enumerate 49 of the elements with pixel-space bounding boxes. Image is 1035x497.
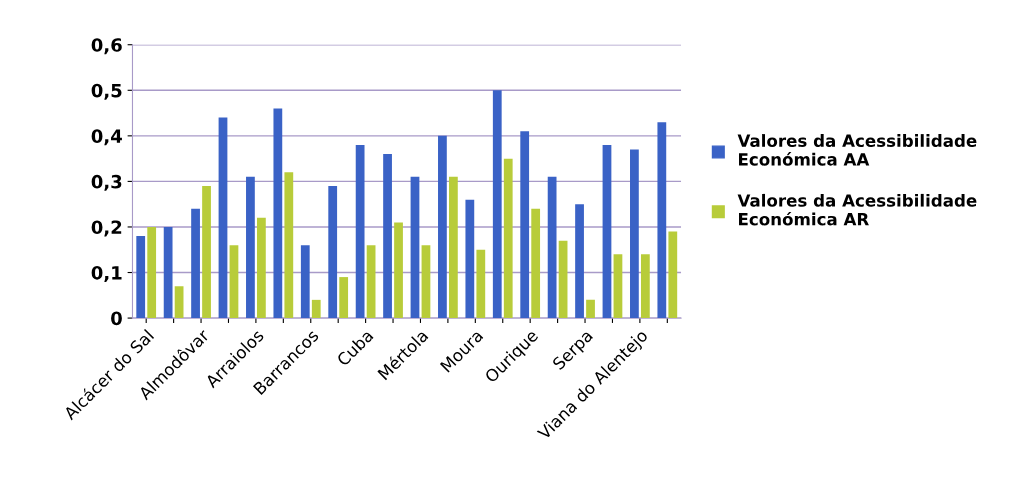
bar (246, 176, 255, 319)
bar (657, 122, 667, 319)
bar (339, 277, 349, 319)
y-tick-label: 0,5 (91, 83, 122, 100)
bar (163, 226, 173, 319)
bar (383, 154, 392, 319)
y-tick-label: 0,6 (91, 38, 122, 55)
bar (476, 249, 486, 319)
bar (575, 204, 584, 319)
bar (284, 172, 294, 319)
bar (668, 231, 678, 319)
bar (202, 185, 211, 319)
bar (586, 299, 595, 319)
bar (492, 90, 502, 319)
y-tick-label: 0,1 (91, 265, 122, 282)
bar (311, 299, 321, 319)
bar (174, 286, 184, 319)
bar (520, 131, 530, 319)
bar (465, 199, 475, 319)
y-tick-label: 0,3 (91, 174, 122, 191)
bar (355, 144, 365, 319)
bar (300, 245, 310, 319)
legend-label: Valores da Acessibilidade Económica AR (737, 193, 977, 226)
bar (421, 245, 431, 319)
bar (613, 254, 623, 319)
bar (136, 236, 146, 319)
bar (630, 149, 639, 319)
bar (394, 222, 403, 319)
bar (448, 176, 458, 319)
bar (328, 185, 338, 319)
bar (547, 176, 557, 319)
legend-label: Valores da Acessibilidade Económica AA (737, 134, 977, 166)
bar (366, 245, 376, 319)
bar (640, 254, 650, 319)
bar (438, 135, 447, 319)
bar (229, 245, 239, 319)
bar (531, 208, 541, 319)
y-tick-label: 0,4 (91, 129, 122, 146)
y-tick-label: 0,2 (91, 220, 122, 237)
bar (191, 208, 200, 319)
bar (503, 158, 513, 319)
bar (257, 217, 266, 319)
bar (558, 240, 568, 319)
bar (602, 144, 612, 319)
bar (273, 108, 283, 319)
bar (147, 226, 157, 319)
y-tick-label: 0 (111, 311, 122, 326)
bar (410, 176, 420, 319)
bar (218, 117, 228, 319)
